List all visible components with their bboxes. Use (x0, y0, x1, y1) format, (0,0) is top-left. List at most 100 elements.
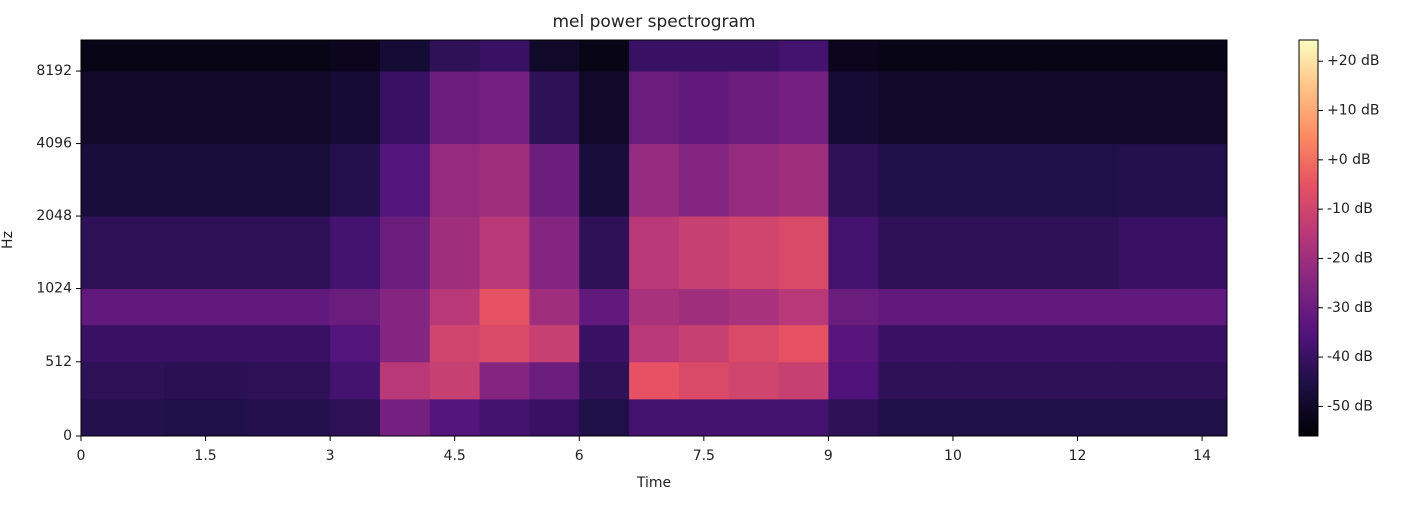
heatmap-cell (429, 361, 481, 400)
x-tick-label: 14 (1193, 448, 1211, 464)
heatmap-cell (579, 143, 630, 217)
heatmap-cell (529, 40, 580, 72)
heatmap-cell (629, 398, 680, 437)
heatmap-cell (579, 361, 630, 400)
heatmap-cell (81, 71, 165, 145)
colorbar-tick-label: -20 dB (1327, 250, 1373, 266)
heatmap-cell (629, 71, 680, 145)
heatmap-cell (952, 71, 1037, 145)
heatmap-cell (1036, 288, 1120, 326)
heatmap-cell (1036, 71, 1120, 145)
heatmap-cell (330, 216, 381, 290)
heatmap-cell (81, 143, 165, 217)
heatmap-cell (778, 288, 829, 326)
heatmap-cell (828, 216, 879, 290)
heatmap-cell (529, 324, 580, 363)
colorbar-tick-label: +0 dB (1327, 152, 1371, 168)
heatmap-cell (878, 398, 954, 437)
heatmap-cell (247, 40, 331, 72)
heatmap-cell (1119, 361, 1228, 400)
heatmap-cell (678, 324, 730, 363)
heatmap-cell (164, 324, 248, 363)
heatmap-cell (778, 40, 829, 72)
heatmap-cell (678, 40, 730, 72)
heatmap-cell (678, 361, 730, 400)
heatmap-cell (1119, 324, 1228, 363)
heatmap-cell (479, 398, 530, 437)
heatmap-cell (678, 143, 730, 217)
heatmap-cell (878, 216, 954, 290)
chart-title: mel power spectrogram (553, 12, 756, 32)
heatmap-cell (629, 143, 680, 217)
heatmap-cell (678, 288, 730, 326)
heatmap-cell (247, 324, 331, 363)
y-tick-label: 0 (63, 428, 72, 444)
x-tick-label: 6 (575, 448, 584, 464)
heatmap-cell (81, 216, 165, 290)
heatmap-cell (330, 143, 381, 217)
heatmap-cell (952, 288, 1037, 326)
x-tick-label: 7.5 (693, 448, 715, 464)
heatmap-cell (1119, 71, 1228, 145)
heatmap-cell (81, 40, 165, 72)
heatmap-cell (81, 288, 165, 326)
heatmap-cell (330, 324, 381, 363)
heatmap-cell (429, 288, 481, 326)
heatmap-cell (828, 143, 879, 217)
heatmap-cell (579, 40, 630, 72)
heatmap-cell (1119, 40, 1228, 72)
heatmap-cell (828, 398, 879, 437)
heatmap-cell (828, 324, 879, 363)
heatmap-cell (379, 71, 431, 145)
heatmap-cell (164, 143, 248, 217)
x-tick-label: 9 (824, 448, 833, 464)
heatmap-cell (678, 398, 730, 437)
colorbar (1298, 39, 1319, 437)
x-tick-label: 12 (1069, 448, 1087, 464)
heatmap-cell (247, 288, 331, 326)
heatmap-cell (529, 398, 580, 437)
heatmap-cell (529, 143, 580, 217)
heatmap-cell (579, 288, 630, 326)
heatmap-cell (952, 398, 1037, 437)
heatmap-cell (330, 40, 381, 72)
heatmap-cell (1119, 143, 1228, 217)
heatmap-cell (1036, 398, 1120, 437)
heatmap-cell (828, 288, 879, 326)
heatmap-cell (164, 288, 248, 326)
heatmap-cell (629, 324, 680, 363)
heatmap-cell (379, 216, 431, 290)
colorbar-tick-label: -40 dB (1327, 349, 1373, 365)
heatmap-cell (429, 324, 481, 363)
heatmap-cell (878, 288, 954, 326)
heatmap-cell (778, 398, 829, 437)
heatmap-cell (778, 216, 829, 290)
heatmap-cell (247, 361, 331, 400)
heatmap-cell (1036, 143, 1120, 217)
heatmap-cell (678, 71, 730, 145)
heatmap-cell (878, 143, 954, 217)
y-tick-label: 2048 (36, 208, 72, 224)
heatmap-cell (778, 143, 829, 217)
heatmap-cell (878, 324, 954, 363)
heatmap-cell (529, 361, 580, 400)
heatmap-cell (728, 361, 780, 400)
heatmap-cell (1036, 324, 1120, 363)
heatmap-cell (1119, 216, 1228, 290)
heatmap-cell (529, 71, 580, 145)
heatmap-cell (952, 216, 1037, 290)
heatmap-cell (952, 143, 1037, 217)
heatmap-cell (728, 40, 780, 72)
plot-frame (80, 39, 1228, 437)
heatmap-cell (952, 324, 1037, 363)
x-tick-label: 0 (77, 448, 86, 464)
heatmap-cell (579, 216, 630, 290)
heatmap-cell (330, 288, 381, 326)
heatmap-cell (878, 361, 954, 400)
colorbar-tick-label: -10 dB (1327, 201, 1373, 217)
heatmap-cell (479, 40, 530, 72)
heatmap-cell (1036, 216, 1120, 290)
heatmap-cell (479, 143, 530, 217)
